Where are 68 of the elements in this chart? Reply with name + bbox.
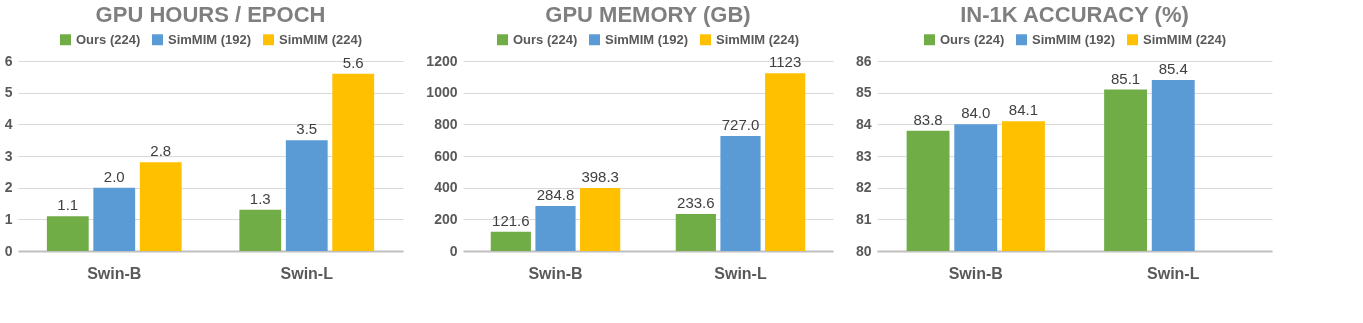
bar: [93, 187, 136, 251]
bar: [580, 187, 621, 251]
data-label: 2.8: [150, 142, 172, 160]
legend-label: Ours (224): [940, 31, 1005, 47]
chart-title: GPU HOURS / EPOCH: [95, 2, 326, 27]
x-tick-label: Swin-B: [528, 264, 583, 282]
bar: [490, 231, 531, 251]
y-tick-label: 4: [4, 115, 13, 132]
data-label: 121.6: [492, 211, 530, 229]
bar: [765, 73, 806, 251]
bar: [332, 73, 375, 251]
bar: [239, 209, 282, 251]
bar: [285, 140, 328, 251]
y-tick-label: 2: [4, 179, 13, 196]
y-tick-label: 800: [434, 115, 458, 132]
legend-label: SimMIM (192): [168, 31, 252, 47]
y-tick-label: 400: [434, 179, 458, 196]
data-label: 84.1: [1008, 101, 1039, 119]
y-tick-label: 3: [4, 147, 13, 164]
bar: [720, 135, 761, 251]
legend-label: Ours (224): [513, 31, 578, 47]
y-tick-label: 84: [855, 115, 872, 132]
y-tick-label: 1200: [426, 52, 458, 69]
data-label: 1.1: [57, 196, 79, 214]
y-tick-label: 86: [855, 52, 872, 69]
y-tick-label: 85: [855, 84, 872, 101]
legend-label: SimMIM (192): [1032, 31, 1116, 47]
data-label: 3.5: [296, 120, 318, 138]
data-label: 5.6: [342, 53, 364, 71]
data-label: 1123: [769, 53, 802, 71]
x-tick-label: Swin-B: [948, 264, 1003, 282]
x-tick-label: Swin-L: [714, 264, 767, 282]
data-label: 85.1: [1110, 69, 1141, 87]
legend-label: SimMIM (224): [716, 31, 800, 47]
y-tick-label: 1: [4, 210, 13, 227]
y-tick-label: 0: [4, 242, 13, 259]
chart-title: GPU MEMORY (GB): [545, 2, 751, 27]
data-label: 1.3: [249, 189, 271, 207]
legend-label: SimMIM (192): [605, 31, 689, 47]
bar: [139, 162, 182, 251]
bar: [535, 205, 576, 251]
y-tick-label: 83: [855, 147, 872, 164]
y-tick-label: 5: [4, 84, 13, 101]
data-label: 2.0: [103, 167, 125, 185]
y-tick-label: 80: [855, 242, 872, 259]
x-tick-label: Swin-L: [280, 264, 334, 282]
legend-label: Ours (224): [76, 31, 141, 47]
data-label: 83.8: [913, 110, 943, 128]
data-label: 727.0: [721, 115, 760, 133]
data-label: 398.3: [581, 167, 619, 185]
legend-label: SimMIM (224): [279, 31, 363, 47]
x-tick-label: Swin-L: [1147, 264, 1200, 282]
y-tick-label: 200: [434, 210, 458, 227]
y-tick-label: 81: [855, 210, 872, 227]
x-tick-label: Swin-B: [87, 264, 142, 282]
y-tick-label: 0: [449, 242, 458, 259]
bar: [46, 216, 89, 251]
data-label: 84.0: [961, 104, 991, 122]
y-tick-label: 600: [434, 147, 458, 164]
data-label: 284.8: [536, 185, 575, 203]
legend-label: SimMIM (224): [1143, 31, 1227, 47]
chart-title: IN-1K ACCURACY (%): [960, 2, 1189, 27]
data-label: 233.6: [677, 194, 715, 212]
y-tick-label: 1000: [426, 84, 458, 101]
bar: [675, 214, 716, 251]
y-tick-label: 82: [855, 179, 872, 196]
data-label: 85.4: [1158, 60, 1188, 77]
y-tick-label: 6: [4, 52, 13, 69]
